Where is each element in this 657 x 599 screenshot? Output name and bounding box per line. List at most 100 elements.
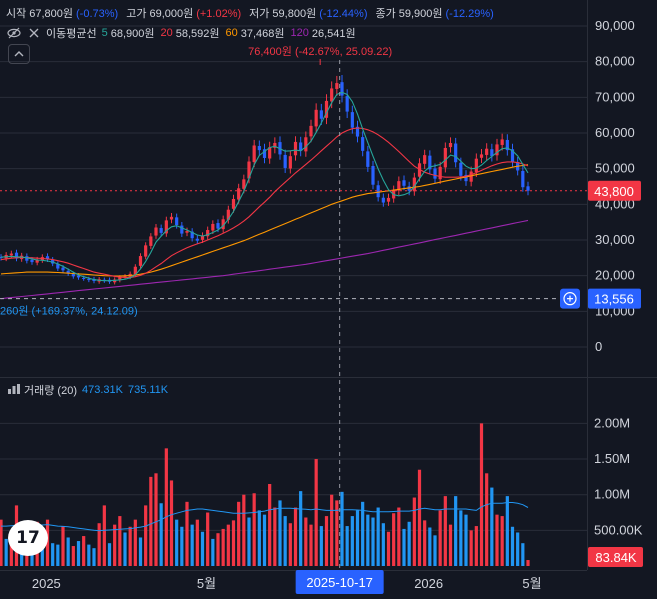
volume-bar (304, 517, 308, 566)
last-volume-label: 83.84K (595, 550, 637, 565)
volume-bar (87, 544, 91, 566)
candle-body (221, 219, 225, 230)
volume-bar (206, 512, 210, 566)
candle-body (82, 277, 86, 279)
candle-body (355, 126, 360, 137)
ma5-period: 5 (101, 27, 108, 39)
volume-bar (443, 496, 447, 566)
candle-body (381, 197, 385, 203)
time-axis-tick: 2025 (32, 576, 61, 591)
volume-bar (128, 526, 132, 566)
volume-bar (195, 519, 199, 566)
candle-body (495, 144, 499, 156)
volume-bar (350, 516, 354, 566)
candle-body (500, 139, 504, 145)
volume-bar (330, 494, 334, 566)
close-value: 59,900원 (398, 8, 443, 20)
candle-body (118, 277, 122, 281)
candle-body (423, 155, 427, 164)
volume-bar (0, 519, 3, 566)
close-icon[interactable] (26, 26, 42, 40)
volume-ma-line (1, 502, 529, 532)
volume-bar (299, 491, 303, 566)
candle-body (71, 274, 75, 277)
volume-bar (164, 448, 168, 566)
candle-body (345, 96, 349, 112)
last-price-label-bg (588, 180, 641, 201)
volume-bar (454, 496, 458, 566)
volume-bar (102, 505, 106, 566)
volume-bar (283, 516, 287, 566)
price-axis[interactable]: 90,00080,00070,00060,00050,00040,00030,0… (560, 18, 641, 354)
high-label: 고가 (126, 8, 147, 20)
candle-body (485, 148, 489, 155)
candle-body (469, 171, 473, 182)
price-axis-tick: 30,000 (595, 232, 635, 247)
volume-bar (242, 494, 246, 566)
price-candles (0, 25, 587, 531)
candle-body (459, 162, 463, 176)
candle-body (35, 259, 39, 263)
candle-body (324, 100, 329, 118)
ma5-line (0, 91, 529, 282)
volume-bar (247, 517, 251, 566)
volume-bar (76, 541, 81, 566)
candle-body (288, 156, 292, 169)
volume-bar (216, 533, 220, 566)
volume-bar (288, 523, 292, 566)
candle-body (56, 264, 60, 269)
volume-value-2: 735.11K (127, 384, 169, 396)
ma20-period: 20 (160, 27, 173, 39)
eye-off-icon[interactable] (6, 26, 22, 40)
volume-bar (293, 507, 298, 566)
volume-bar (113, 524, 117, 566)
close-change: (-12.29%) (445, 8, 494, 20)
ma5-value: 68,900원 (110, 28, 155, 40)
volume-bar (61, 526, 65, 566)
candle-body (149, 236, 153, 246)
volume-bar (190, 524, 194, 566)
candle-body (386, 197, 391, 202)
volume-bar (268, 484, 272, 566)
volume-bar (505, 496, 509, 566)
volume-bar (340, 491, 344, 566)
candle-body (113, 279, 117, 283)
tradingview-logo[interactable]: 17 (8, 520, 48, 556)
candle-body (257, 146, 261, 151)
volume-bar (138, 537, 143, 566)
last-price-label: 43,800 (594, 184, 634, 199)
legend-collapse-button[interactable] (8, 44, 30, 64)
time-axis-tick: 5월 (522, 576, 541, 591)
volume-axis[interactable]: 2.00M 1.50M 1.00M 500.00K 83.84K (588, 415, 643, 567)
candle-body (314, 109, 318, 127)
crosshair-date-label: 2025-10-17 (306, 575, 373, 590)
candle-body (283, 154, 287, 168)
volume-bar (428, 527, 432, 566)
volume-bar (169, 480, 174, 566)
high-value: 69,000원 (149, 8, 194, 20)
candle-body (428, 155, 432, 170)
volume-bar (485, 473, 489, 566)
volume-bar (366, 514, 370, 566)
volume-bar (123, 532, 127, 566)
volume-bar (273, 507, 277, 566)
volume-bar (9, 536, 13, 566)
volume-legend-name: 거래량 (20) (24, 385, 77, 397)
candle-body (412, 177, 416, 192)
candle-body (454, 143, 458, 163)
candle-body (262, 149, 267, 158)
volume-bar (423, 520, 427, 566)
volume-bar (226, 524, 230, 566)
candle-body (231, 198, 236, 209)
volume-bar (71, 546, 75, 566)
marker-price-label-bg (588, 288, 641, 309)
last-volume-label-bg (588, 547, 643, 567)
time-axis[interactable]: 2025 5월 2026 5월 2025-10-17 (0, 570, 587, 594)
volume-bar (30, 550, 34, 566)
candle-body (226, 209, 230, 220)
volume-bar (392, 513, 396, 566)
volume-bar (448, 524, 453, 566)
volume-axis-tick: 2.00M (594, 415, 630, 430)
price-axis-tick: 90,000 (595, 18, 635, 33)
